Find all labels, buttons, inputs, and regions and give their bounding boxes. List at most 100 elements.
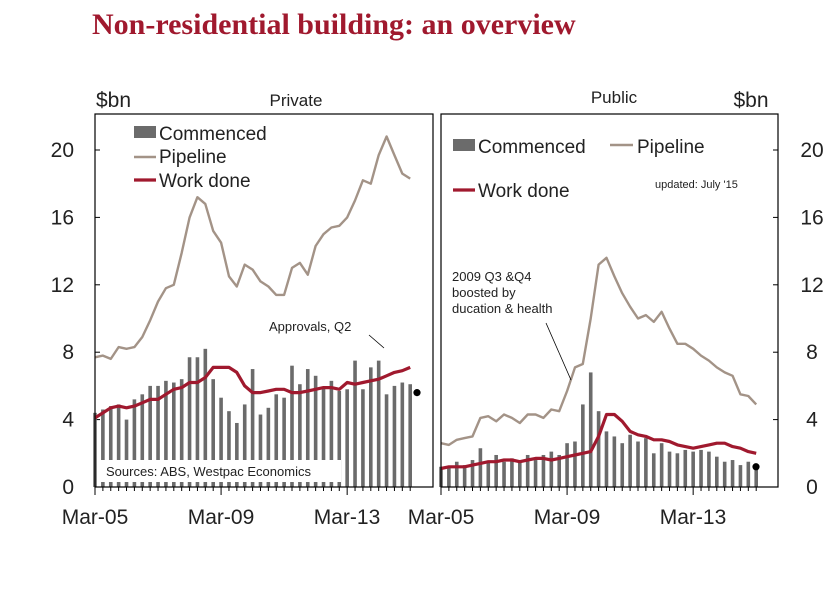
public-commenced-bar (715, 456, 719, 487)
left-y-tick-label: 0 (62, 476, 74, 499)
sources-note-background (101, 460, 341, 482)
private-work-done-line (94, 365, 411, 420)
approvals-annotation: Approvals, Q2 (269, 319, 351, 334)
left-y-tick-label: 16 (51, 206, 74, 229)
public-commenced-bar (730, 460, 735, 487)
private-commenced-bar (305, 369, 310, 487)
public-commenced-bar (699, 449, 703, 487)
private-commenced-bar (140, 394, 145, 487)
public-x-tick-label: Mar-05 (408, 506, 475, 529)
private-panel-title: Private (270, 91, 323, 110)
right-y-tick-label: 0 (806, 476, 818, 499)
public-commenced-bar (478, 448, 483, 487)
page-title: Non-residential building: an overview (92, 8, 576, 41)
left-y-tick-label: 20 (51, 139, 74, 162)
private-x-tick-label: Mar-05 (62, 506, 129, 529)
public-commenced-bar (738, 465, 743, 487)
public-commenced-bar (651, 453, 656, 487)
private-commenced-bar (361, 389, 365, 487)
private-commenced-bar (187, 357, 192, 487)
education-health-annotation-line: 2009 Q3 &Q4 (452, 269, 532, 284)
left-y-tick-label: 12 (51, 274, 74, 297)
private-commenced-bar (172, 382, 176, 487)
public-legend-commenced-swatch (453, 139, 475, 151)
public-x-tick-label: Mar-09 (534, 506, 601, 529)
private-commenced-bar (156, 385, 160, 487)
private-commenced-bar (353, 360, 357, 487)
private-commenced-bar (392, 385, 397, 487)
public-commenced-bar (596, 411, 601, 487)
private-legend-pipeline-label: Pipeline (159, 147, 227, 168)
public-commenced-bar (691, 451, 695, 487)
private-commenced-bar (298, 384, 302, 487)
public-commenced-bar (525, 454, 530, 487)
private-commenced-bar (211, 379, 215, 487)
public-commenced-bar (541, 454, 546, 487)
public-commenced-bar (604, 431, 609, 487)
updated-note: updated: July '15 (655, 179, 738, 191)
private-commenced-bar (321, 387, 326, 487)
education-health-annotation-line: boosted by (452, 285, 516, 300)
right-y-tick-label: 8 (806, 341, 818, 364)
private-commenced-bar (282, 397, 286, 487)
public-commenced-bar (659, 443, 664, 487)
approvals-annotation-pointer (368, 334, 385, 349)
private-commenced-bar (258, 414, 263, 487)
public-commenced-bar (722, 461, 727, 487)
private-approvals-marker (413, 389, 421, 397)
private-pipeline-line (94, 135, 411, 361)
private-commenced-bar (235, 422, 239, 487)
private-commenced-bar (274, 394, 279, 487)
public-commenced-bar (675, 453, 680, 487)
public-commenced-bar (502, 461, 506, 487)
public-commenced-bar (565, 443, 569, 487)
public-commenced-bar (447, 466, 451, 487)
right-y-tick-label: 20 (800, 139, 823, 162)
private-commenced-bar (313, 375, 318, 487)
public-commenced-bar (620, 443, 625, 487)
public-commenced-bar (754, 465, 758, 487)
public-commenced-bar (486, 461, 491, 487)
public-commenced-bar (510, 458, 514, 487)
private-x-tick-label: Mar-09 (188, 506, 255, 529)
private-commenced-bar (124, 419, 129, 487)
public-work-done-line (440, 412, 757, 471)
private-commenced-bar (376, 360, 381, 487)
education-health-annotation-line: ducation & health (452, 301, 552, 316)
public-legend-pipeline-label: Pipeline (637, 137, 705, 158)
private-commenced-bar (219, 397, 223, 487)
left-y-tick-label: 8 (62, 341, 74, 364)
right-unit-label: $bn (733, 89, 768, 112)
private-legend-work-done-label: Work done (159, 171, 251, 192)
private-commenced-bar (250, 369, 255, 487)
public-commenced-bar (518, 461, 522, 487)
public-commenced-bar (588, 372, 593, 487)
private-commenced-bar (179, 379, 184, 487)
right-y-tick-label: 16 (800, 206, 823, 229)
private-x-tick-label: Mar-13 (314, 506, 381, 529)
private-commenced-bar (132, 399, 137, 487)
left-y-tick-label: 4 (62, 409, 74, 432)
public-commenced-bar (557, 454, 561, 487)
right-y-tick-label: 12 (800, 274, 823, 297)
private-commenced-bar (384, 394, 389, 487)
public-commenced-bar (644, 438, 648, 487)
private-commenced-bar (408, 384, 412, 487)
education-health-annotation-pointer (545, 322, 572, 381)
public-commenced-bar (533, 460, 538, 487)
private-legend-commenced-label: Commenced (159, 124, 267, 145)
right-y-tick-label: 4 (806, 409, 818, 432)
public-commenced-bar (683, 449, 688, 487)
private-commenced-bar (290, 365, 294, 487)
public-commenced-bar (573, 441, 577, 487)
private-legend-commenced-swatch (134, 126, 156, 138)
private-commenced-bar (195, 357, 200, 487)
private-commenced-bar (203, 348, 208, 487)
public-legend-work-done-label: Work done (478, 181, 570, 202)
private-commenced-bar (345, 389, 349, 487)
public-commenced-bar (454, 461, 459, 487)
public-commenced-bar (581, 404, 585, 487)
public-commenced-bar (628, 434, 632, 487)
private-commenced-bar (242, 404, 247, 487)
public-commenced-bar (470, 460, 475, 487)
